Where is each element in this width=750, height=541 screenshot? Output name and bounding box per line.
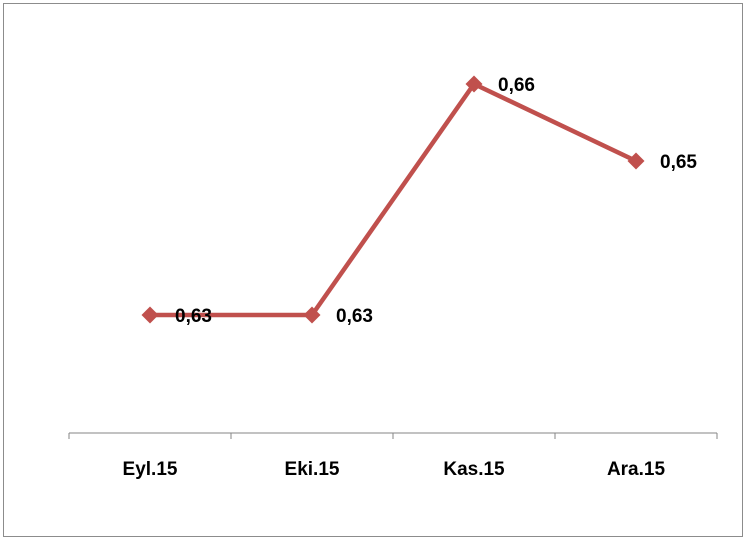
data-point-marker (627, 152, 645, 170)
data-point-marker (141, 306, 159, 324)
data-label: 0,65 (660, 152, 697, 173)
series-markers (141, 75, 645, 324)
x-tick-label: Ara.15 (607, 459, 666, 480)
x-tick-label: Kas.15 (443, 459, 505, 480)
x-tick-label: Eki.15 (285, 459, 340, 480)
data-labels: 0,63 0,63 0,66 0,65 (175, 75, 697, 327)
data-label: 0,63 (175, 306, 212, 327)
data-point-marker (465, 75, 483, 93)
chart-frame (3, 3, 743, 537)
data-label: 0,63 (336, 306, 373, 327)
series-line-group (150, 81, 637, 318)
x-axis-tick-labels: Eyl.15 Eki.15 Kas.15 Ara.15 (123, 459, 666, 480)
x-axis-ticks (68, 433, 718, 439)
data-point-marker (303, 306, 321, 324)
data-label: 0,66 (498, 75, 535, 96)
x-tick-label: Eyl.15 (123, 459, 178, 480)
series-line (150, 81, 637, 318)
